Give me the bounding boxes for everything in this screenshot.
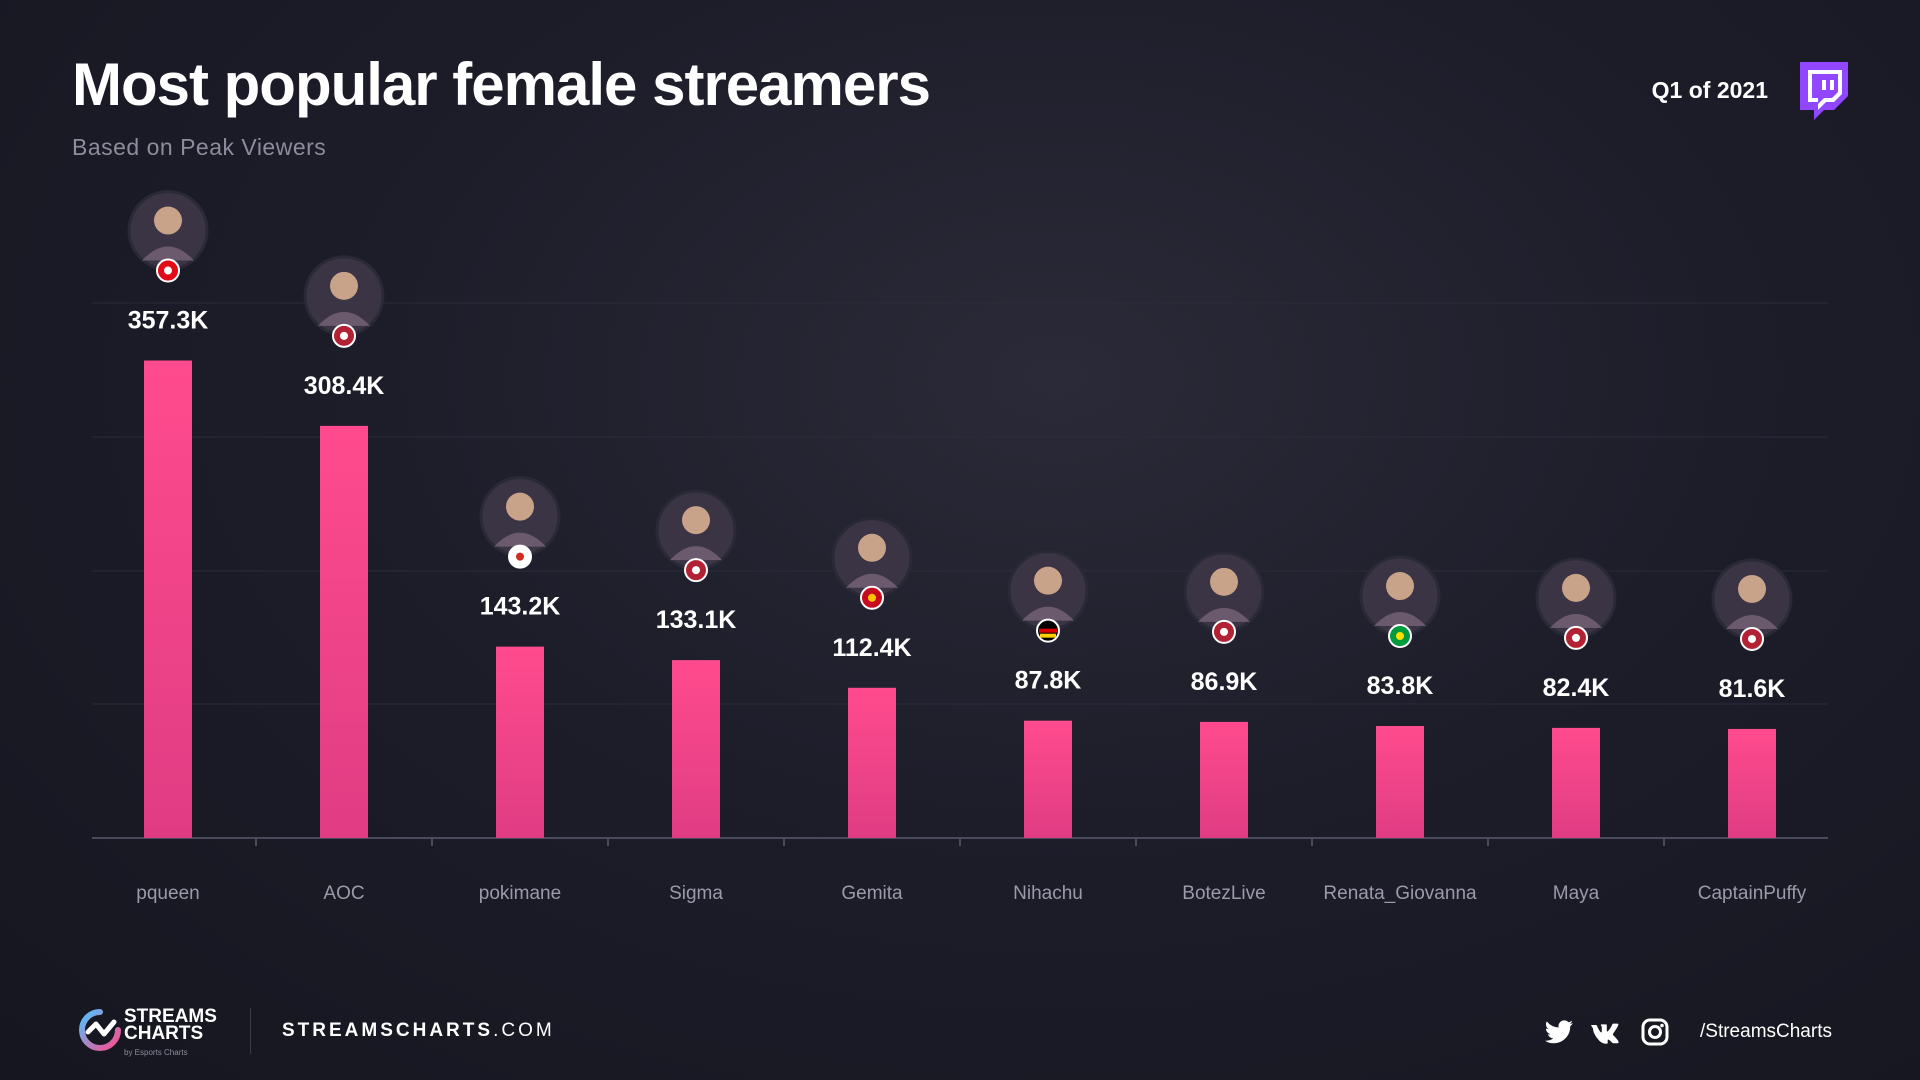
streamscharts-logo-icon — [79, 1009, 121, 1051]
avatar-head — [154, 206, 182, 235]
category-label: pqueen — [136, 883, 199, 904]
bar — [1024, 720, 1072, 838]
bar — [320, 425, 368, 838]
avatar-head — [506, 492, 534, 521]
value-label: 87.8K — [1015, 667, 1082, 695]
category-label: Maya — [1553, 883, 1600, 904]
value-label: 86.9K — [1191, 668, 1258, 696]
avatar-body — [670, 546, 722, 561]
value-label: 81.6K — [1719, 675, 1786, 703]
flag-emblem — [164, 266, 172, 275]
page-title: Most popular female streamers — [72, 51, 931, 118]
avatar-head — [1034, 566, 1062, 595]
avatar-body — [1726, 614, 1778, 629]
avatar-body — [318, 311, 370, 326]
avatar-head — [330, 271, 358, 300]
category-label: Nihachu — [1013, 883, 1083, 904]
flag-emblem — [692, 566, 700, 575]
bar — [1376, 726, 1424, 838]
bar — [1728, 728, 1776, 838]
avatar-head — [1562, 573, 1590, 602]
category-label: pokimane — [479, 883, 561, 904]
value-label: 112.4K — [832, 634, 911, 662]
brand-line-2: CHARTS — [124, 1023, 204, 1044]
vk-icon[interactable] — [1590, 1018, 1620, 1046]
category-label: CaptainPuffy — [1698, 883, 1807, 904]
flag-stripe — [1040, 633, 1056, 638]
avatar-head — [682, 506, 710, 535]
flag-emblem — [340, 331, 348, 340]
avatar-body — [142, 246, 194, 261]
site-url[interactable]: STREAMSCHARTS.COM — [282, 1020, 555, 1042]
value-label: 143.2K — [480, 593, 561, 621]
bar — [672, 660, 720, 838]
category-label: Sigma — [669, 883, 723, 904]
bar — [496, 646, 544, 838]
avatar-body — [846, 573, 898, 588]
flag-emblem — [1396, 632, 1404, 641]
avatar-body — [1550, 613, 1602, 628]
flag-emblem — [1572, 633, 1580, 642]
brand-name: STREAMS CHARTS — [124, 1006, 217, 1044]
value-label: 82.4K — [1543, 674, 1610, 702]
bar — [1200, 721, 1248, 838]
footer-divider — [250, 1008, 251, 1054]
category-label: BotezLive — [1182, 883, 1265, 904]
category-label: Gemita — [841, 883, 903, 904]
bar — [144, 360, 192, 838]
avatar-body — [1198, 607, 1250, 622]
avatar-head — [1210, 567, 1238, 596]
value-label: 357.3K — [128, 307, 209, 335]
flag-emblem — [1220, 627, 1228, 636]
value-label: 308.4K — [304, 372, 385, 400]
category-label: Renata_Giovanna — [1323, 883, 1477, 904]
avatar-head — [858, 533, 886, 562]
avatar-body — [494, 532, 546, 547]
avatar-body — [1374, 612, 1426, 627]
site-url-bold: STREAMSCHARTS — [282, 1020, 494, 1041]
flag-emblem — [516, 552, 524, 561]
category-label: AOC — [323, 883, 364, 904]
avatar-head — [1386, 572, 1414, 601]
social-handle[interactable]: /StreamsCharts — [1700, 1021, 1832, 1042]
value-label: 83.8K — [1367, 672, 1434, 700]
page-subtitle: Based on Peak Viewers — [72, 134, 327, 160]
twitch-icon — [1800, 62, 1848, 120]
twitter-icon[interactable] — [1544, 1018, 1574, 1046]
site-url-rest: .COM — [493, 1020, 555, 1041]
value-label: 133.1K — [656, 606, 737, 634]
bar — [1552, 727, 1600, 838]
bar — [848, 687, 896, 838]
flag-emblem — [1748, 634, 1756, 643]
instagram-icon[interactable] — [1640, 1018, 1670, 1046]
flag-emblem — [868, 593, 876, 602]
brand-tagline: by Esports Charts — [124, 1048, 188, 1057]
avatar-head — [1738, 574, 1766, 603]
period-label: Q1 of 2021 — [1651, 77, 1768, 103]
flag-stripe — [1039, 628, 1057, 633]
brand-line-1: STREAMS — [124, 1006, 217, 1027]
avatar-body — [1022, 606, 1074, 621]
